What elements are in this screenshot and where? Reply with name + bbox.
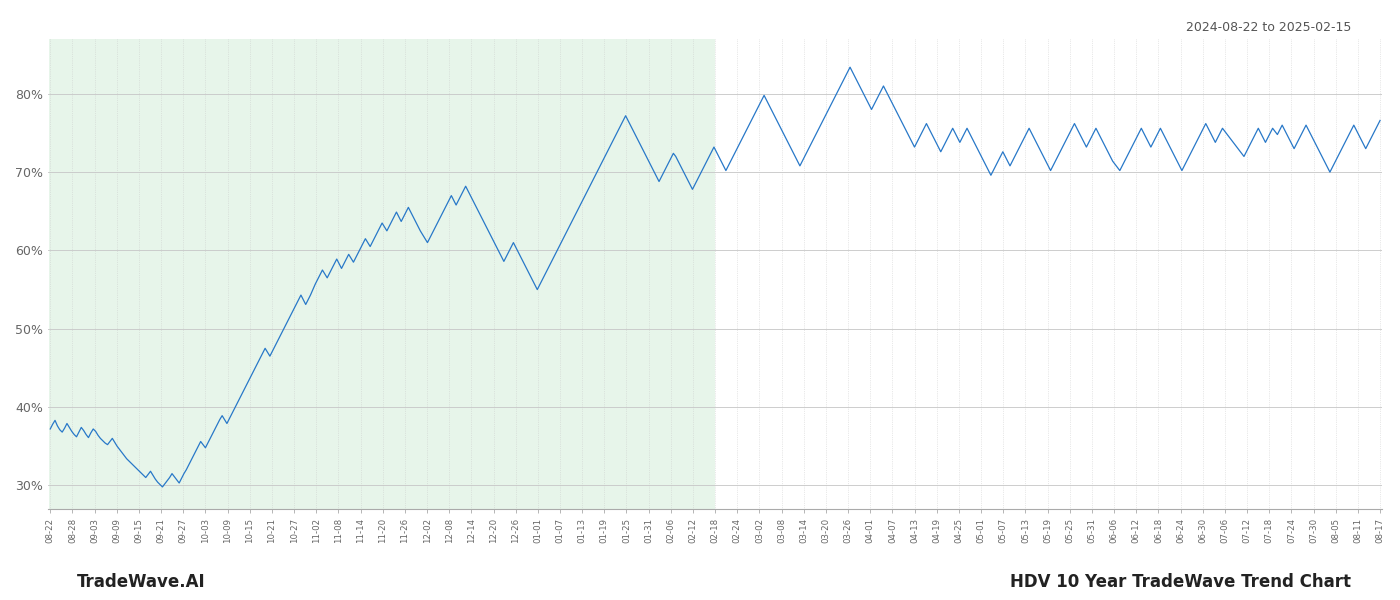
Text: 2024-08-22 to 2025-02-15: 2024-08-22 to 2025-02-15 <box>1186 21 1351 34</box>
Text: TradeWave.AI: TradeWave.AI <box>77 573 206 591</box>
Text: HDV 10 Year TradeWave Trend Chart: HDV 10 Year TradeWave Trend Chart <box>1009 573 1351 591</box>
Bar <box>49 39 715 509</box>
